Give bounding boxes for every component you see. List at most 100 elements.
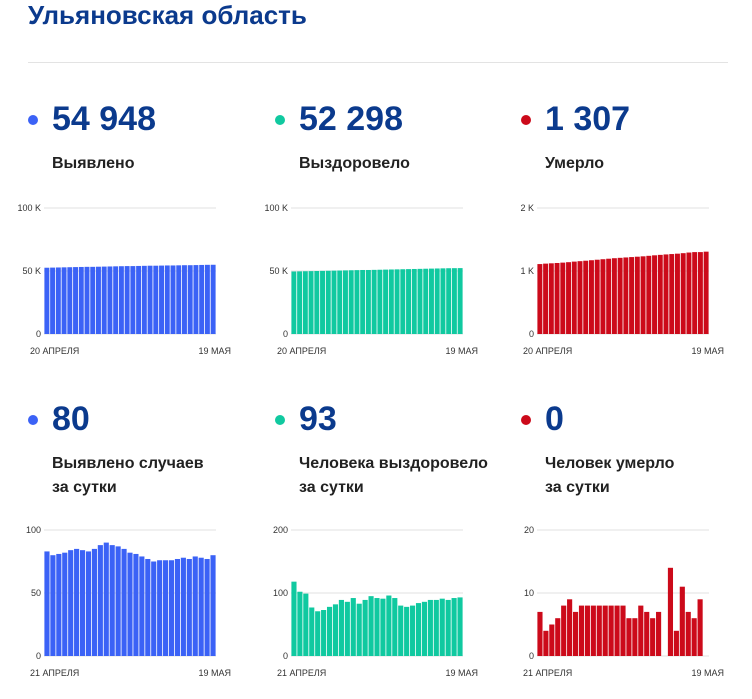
bar: [623, 257, 629, 334]
bar: [331, 270, 337, 334]
bar: [555, 618, 561, 656]
bar: [394, 269, 400, 334]
bar: [537, 264, 543, 334]
stat-label: Человек умерло: [545, 455, 675, 472]
bar: [141, 265, 147, 334]
bar: [404, 606, 410, 656]
stat-value: 52 298: [299, 100, 403, 138]
bar: [667, 567, 674, 656]
stat-value: 0: [545, 400, 564, 438]
bar: [176, 265, 182, 334]
bar: [297, 591, 303, 656]
bar: [692, 252, 698, 334]
bar: [380, 598, 386, 656]
panel-total-deaths: 1 307 Умерло 0 1 K 2 K 20 АПРЕЛЯ 19 МАЯ: [520, 100, 752, 390]
bar: [91, 548, 97, 656]
x-tick-label-end: 19 МАЯ: [445, 346, 478, 356]
bar: [61, 267, 67, 334]
bar: [445, 599, 451, 656]
y-tick-label: 50 K: [269, 266, 288, 276]
y-tick-label: 1 K: [520, 266, 534, 276]
bar: [371, 269, 377, 334]
bar: [543, 630, 549, 656]
bar: [164, 265, 170, 334]
bar: [297, 271, 303, 334]
bar: [656, 611, 662, 656]
bar: [691, 618, 697, 656]
bar: [571, 261, 577, 334]
stat-label: Умерло: [545, 155, 604, 172]
bar: [566, 262, 571, 334]
panel-daily-cases: 80 Выявлено случаев за сутки 0 50 100 21 АП…: [26, 400, 260, 690]
bar: [629, 257, 635, 334]
series-dot: [28, 415, 38, 425]
bar: [543, 263, 549, 334]
bar: [157, 560, 163, 656]
stat-value: 54 948: [52, 100, 156, 138]
bar: [85, 551, 92, 656]
y-tick-label: 200: [273, 525, 288, 535]
bar: [130, 266, 136, 334]
y-tick-label: 10: [524, 588, 534, 598]
bar: [153, 265, 159, 334]
bar: [392, 598, 398, 656]
bar: [79, 550, 86, 656]
chart-total-deaths: 0 1 K 2 K 20 АПРЕЛЯ 19 МАЯ: [520, 203, 724, 356]
bar: [560, 262, 566, 334]
bar: [107, 266, 113, 334]
series-dot: [275, 115, 285, 125]
bar: [600, 259, 606, 334]
bar: [204, 558, 210, 656]
bar: [614, 605, 620, 656]
bar: [338, 599, 344, 656]
bar: [388, 269, 394, 334]
bar: [608, 605, 614, 656]
bar: [344, 601, 350, 656]
bar: [348, 270, 354, 334]
chart-total-recovered: 0 50 K 100 K 20 АПРЕЛЯ 19 МАЯ: [264, 203, 478, 356]
bar: [433, 599, 439, 656]
y-tick-label: 0: [36, 651, 41, 661]
stat-value: 80: [52, 400, 90, 438]
bar: [78, 266, 84, 334]
bar: [632, 618, 638, 656]
bar: [62, 552, 68, 656]
bar: [457, 268, 463, 334]
bar: [118, 266, 124, 334]
bar: [97, 545, 103, 656]
bar: [204, 264, 210, 334]
bar: [589, 260, 594, 334]
bar: [374, 598, 380, 656]
bar: [103, 542, 109, 656]
bar: [180, 557, 186, 656]
bar: [383, 269, 389, 334]
bar: [640, 256, 646, 334]
bar: [343, 270, 348, 334]
bar: [446, 268, 452, 334]
bar: [577, 261, 583, 334]
x-tick-label-start: 21 АПРЕЛЯ: [30, 668, 79, 678]
bar: [537, 611, 543, 656]
series-dot: [521, 115, 531, 125]
bar: [124, 266, 130, 334]
stat-label-period: за сутки: [545, 479, 610, 496]
bar: [675, 253, 680, 334]
region-title: Ульяновская область: [28, 0, 307, 30]
bar: [115, 546, 121, 656]
bar: [309, 607, 315, 656]
stat-value: 93: [299, 400, 337, 438]
panel-total-cases: 54 948 Выявлено 0 50 K 100 K 20 АПРЕЛЯ 19 МА…: [17, 100, 260, 390]
x-tick-label-start: 21 АПРЕЛЯ: [277, 668, 326, 678]
y-tick-label: 100 K: [264, 203, 288, 213]
bar: [159, 265, 164, 334]
bar: [411, 268, 417, 334]
bar: [673, 630, 679, 656]
bar: [386, 595, 392, 656]
bar: [73, 267, 78, 334]
bar: [439, 598, 445, 656]
bar: [199, 264, 205, 334]
bar: [400, 269, 406, 334]
bar: [163, 560, 169, 656]
bar: [321, 610, 327, 656]
bar: [147, 265, 153, 334]
